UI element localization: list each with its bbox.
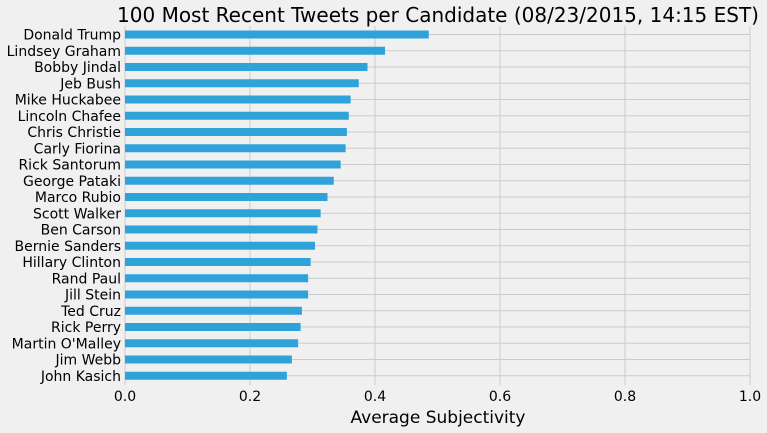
bar: [125, 274, 309, 283]
bar: [125, 63, 368, 71]
x-tick-labels: 0.0 0.2 0.4 0.6 0.8 1.0: [114, 389, 761, 405]
x-axis-label: Average Subjectivity: [351, 408, 526, 428]
bar: [125, 290, 309, 299]
y-tick-label: Martin O'Malley: [12, 336, 121, 352]
y-tick-label: Lindsey Graham: [7, 44, 121, 60]
bar: [125, 258, 311, 266]
y-tick-label: Jeb Bush: [59, 76, 121, 92]
chart-title: 100 Most Recent Tweets per Candidate (08…: [117, 3, 759, 27]
y-tick-label: Rick Perry: [51, 320, 121, 336]
x-tick-label: 0.4: [364, 389, 386, 405]
x-tick-label: 0.8: [614, 389, 636, 405]
y-tick-label: Scott Walker: [33, 206, 121, 222]
bar: [125, 95, 351, 104]
y-tick-label: John Kasich: [40, 369, 121, 385]
y-tick-label: Jim Webb: [54, 353, 121, 369]
bar: [125, 225, 318, 234]
bar: [125, 371, 287, 380]
y-tick-label: Bobby Jindal: [34, 60, 121, 76]
bar: [125, 355, 292, 364]
bar: [125, 176, 334, 185]
y-tick-label: Bernie Sanders: [15, 239, 121, 255]
bar: [125, 209, 321, 218]
y-tick-label: Hillary Clinton: [22, 255, 121, 271]
bar: [125, 46, 385, 55]
y-tick-label: Mike Huckabee: [15, 93, 121, 109]
bar: [125, 30, 429, 39]
bar: [125, 79, 359, 88]
y-tick-label: Ben Carson: [41, 223, 121, 239]
y-tick-label: Donald Trump: [23, 28, 121, 44]
x-tick-label: 1.0: [739, 389, 761, 405]
y-tick-label: Lincoln Chafee: [18, 109, 121, 125]
bar: [125, 339, 299, 348]
y-tick-label: Jill Stein: [64, 288, 121, 304]
bars: [125, 30, 429, 380]
bar: [125, 128, 347, 136]
bar: [125, 241, 315, 250]
bar: [125, 323, 301, 331]
bar: [125, 306, 302, 315]
bar: [125, 144, 346, 153]
y-tick-label: Chris Christie: [27, 125, 121, 141]
y-tick-label: Marco Rubio: [35, 190, 121, 206]
y-tick-label: George Pataki: [23, 174, 121, 190]
bar: [125, 193, 328, 201]
x-tick-label: 0.0: [114, 389, 136, 405]
y-tick-label: Ted Cruz: [60, 304, 121, 320]
bar: [125, 160, 341, 169]
y-tick-label: Carly Fiorina: [34, 141, 121, 157]
y-tick-label: Rand Paul: [52, 271, 121, 287]
y-tick-label: Rick Santorum: [18, 158, 121, 174]
x-tick-label: 0.2: [239, 389, 261, 405]
bar: [125, 111, 349, 120]
x-tick-label: 0.6: [489, 389, 511, 405]
